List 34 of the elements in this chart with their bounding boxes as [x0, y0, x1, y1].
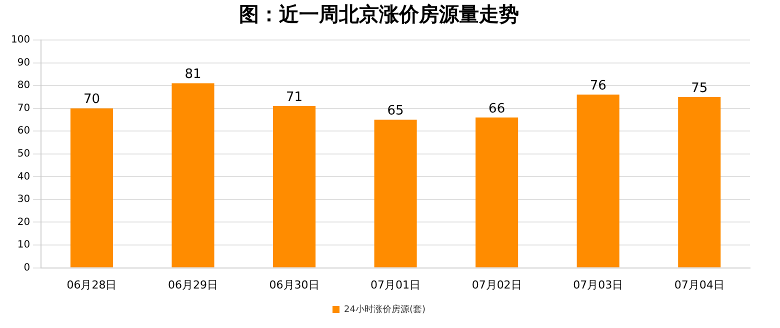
y-tick-label: 20 [17, 216, 30, 228]
data-label: 81 [184, 67, 202, 82]
bar [476, 117, 518, 268]
x-tick-label: 07月03日 [573, 278, 624, 292]
y-tick-label: 10 [17, 240, 30, 251]
data-label: 70 [83, 92, 100, 108]
x-tick-label: 06月29日 [168, 278, 218, 292]
y-tick-label: 40 [17, 171, 30, 182]
y-tick-label: 90 [17, 57, 30, 68]
bar [576, 94, 620, 268]
y-tick-label: 60 [17, 126, 30, 137]
y-tick-label: 0 [24, 262, 30, 274]
legend-label: 24小时涨价房源(套) [344, 304, 426, 315]
data-label: 66 [488, 101, 506, 116]
data-label: 75 [691, 80, 708, 96]
bar [172, 83, 214, 268]
data-label: 71 [286, 90, 303, 105]
bar [374, 120, 417, 268]
data-label: 65 [387, 104, 404, 119]
x-tick-label: 06月28日 [66, 278, 117, 292]
x-tick-label: 07月02日 [472, 278, 522, 292]
x-tick-label: 07月04日 [674, 278, 724, 292]
y-tick-label: 50 [17, 148, 30, 160]
y-tick-label: 30 [17, 194, 30, 206]
x-tick-label: 06月30日 [269, 278, 320, 292]
y-tick-label: 80 [17, 80, 30, 92]
bar [273, 106, 316, 268]
y-tick-label: 100 [10, 34, 30, 46]
data-label: 76 [590, 78, 606, 94]
y-tick-label: 70 [17, 102, 30, 114]
bar [678, 96, 721, 268]
bar [70, 108, 113, 268]
x-tick-label: 07月01日 [370, 278, 421, 292]
chart-title: 图：近一周北京涨价房源量走势 [239, 2, 519, 26]
